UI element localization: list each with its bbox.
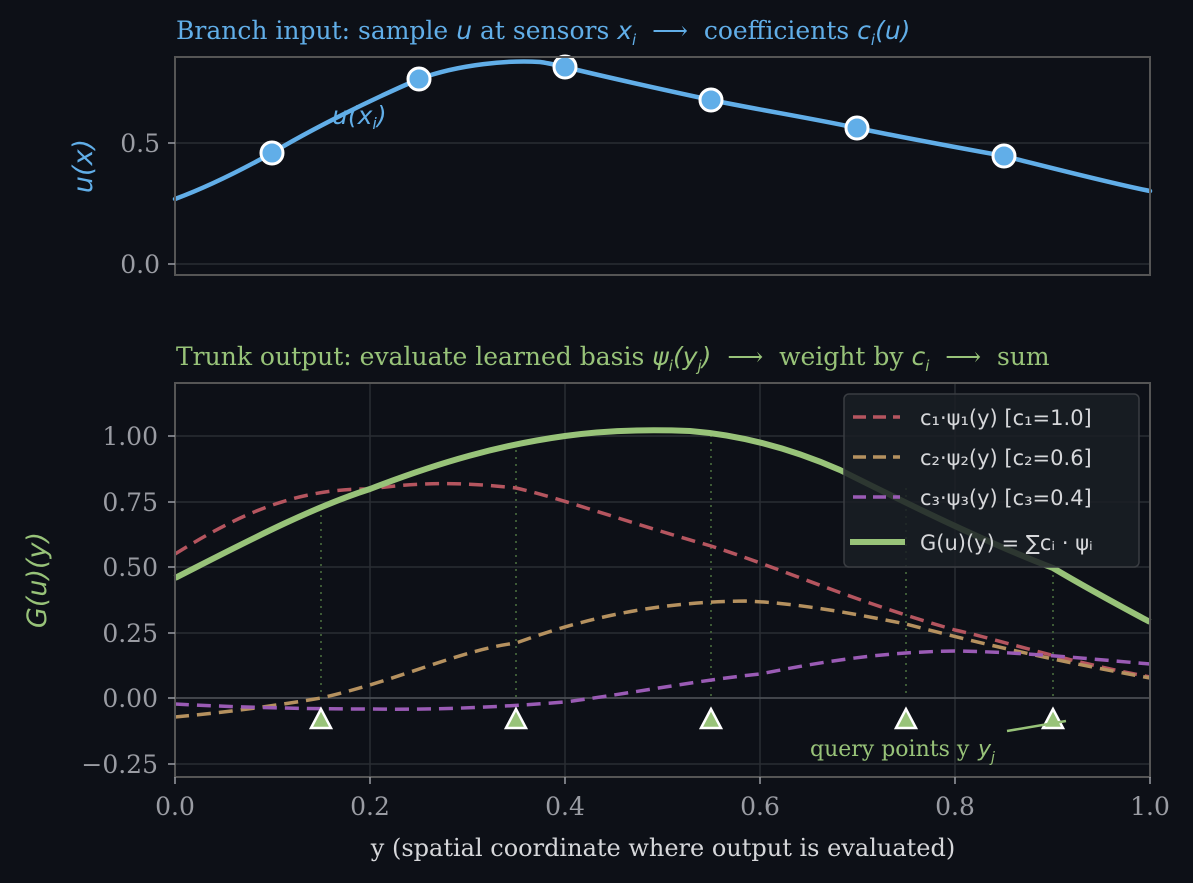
title-var-ci: ci(u) (857, 16, 911, 49)
ytick-label: 0.00 (102, 684, 158, 713)
query-point (503, 706, 529, 730)
xtick-label: 0.6 (740, 792, 780, 821)
query-annotation: query points y (810, 737, 970, 762)
title-text: ⟶ weight by (711, 342, 912, 371)
ytick-label: 1.00 (102, 422, 158, 451)
x-axis-label: y (spatial coordinate where output is ev… (370, 834, 955, 862)
branch-plot: u(xi) 0.0 0.5 u(x) (68, 54, 1153, 279)
ytick-label: 0.25 (102, 619, 158, 648)
ytick-label: 0.75 (102, 488, 158, 517)
title-var-psi: ψi(yj) (652, 342, 712, 375)
title-text: at sensors (472, 16, 618, 45)
ytick-label: −0.25 (81, 750, 158, 779)
c2-psi2-curve (174, 599, 1151, 719)
query-point (893, 706, 919, 730)
query-point (698, 706, 724, 730)
xtick-label: 0.2 (350, 792, 390, 821)
trunk-panel-title: Trunk output: evaluate learned basis ψi(… (176, 342, 1050, 375)
legend-entry: G(u)(y) = ∑cᵢ · ψᵢ (920, 531, 1093, 555)
title-var-c: ci (911, 342, 930, 375)
sensor-annotation: u(xi) (332, 101, 387, 133)
title-var-xi: xi (617, 16, 637, 49)
sensor-point (698, 87, 724, 113)
trunk-plot: query points y yj c₁·ψ₁(y) [c₁=1.0] c₂·ψ… (22, 382, 1170, 862)
ytick-label: 0.50 (102, 553, 158, 582)
sensor-point (844, 115, 870, 141)
c1-psi1-curve (174, 481, 1151, 679)
c3-psi3-curve (174, 649, 1151, 711)
query-markers (308, 706, 1066, 730)
xtick-label: 0.0 (155, 792, 195, 821)
branch-panel-title: Branch input: sample u at sensors xi ⟶ c… (176, 16, 910, 49)
query-annotation-sub: yj (977, 737, 995, 766)
sensor-markers (259, 54, 1017, 169)
legend: c₁·ψ₁(y) [c₁=1.0] c₂·ψ₂(y) [c₂=0.6] c₃·ψ… (843, 393, 1140, 568)
ytick-label: 0.0 (120, 250, 160, 279)
annotation-arrow (1006, 719, 1067, 733)
xtick-label: 0.8 (935, 792, 975, 821)
title-text: ⟶ sum (929, 342, 1050, 371)
legend-entry: c₁·ψ₁(y) [c₁=1.0] (920, 406, 1092, 430)
ytick-label: 0.5 (120, 129, 160, 158)
title-text: Trunk output: evaluate learned basis (176, 342, 653, 371)
y-axis-label: u(x) (68, 139, 99, 193)
title-text: ⟶ coefficients (636, 16, 858, 45)
sensor-point (552, 54, 578, 80)
legend-entry: c₃·ψ₃(y) [c₃=0.4] (920, 486, 1092, 510)
sensor-point (406, 66, 432, 92)
xtick-label: 0.4 (545, 792, 585, 821)
axes-frame (174, 382, 1151, 778)
u-curve (172, 59, 1153, 202)
sensor-point (259, 140, 285, 166)
sensor-point (991, 143, 1017, 169)
axes-frame (174, 56, 1151, 276)
xtick-label: 1.0 (1130, 792, 1170, 821)
legend-entry: c₂·ψ₂(y) [c₂=0.6] (920, 446, 1092, 470)
query-point (308, 706, 334, 730)
title-text: Branch input: sample (176, 16, 457, 45)
y-axis-label: G(u)(y) (22, 532, 53, 628)
title-var-u: u (456, 16, 473, 45)
